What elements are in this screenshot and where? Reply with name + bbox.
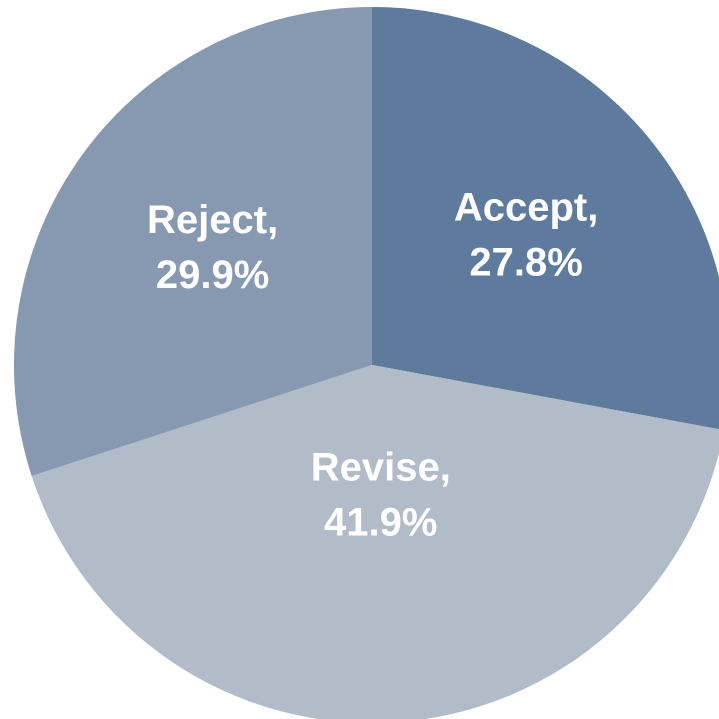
slice-category-label: Accept,: [454, 185, 599, 229]
slice-value-label: 41.9%: [324, 501, 437, 545]
slice-value-label: 27.8%: [469, 240, 582, 284]
slice-value-label: 29.9%: [156, 253, 269, 297]
pie-slice: [372, 7, 719, 430]
pie-slice: [13, 7, 373, 477]
slice-category-label: Reject,: [147, 198, 278, 242]
pie-slice: [31, 365, 719, 719]
slice-category-label: Revise,: [311, 446, 451, 490]
